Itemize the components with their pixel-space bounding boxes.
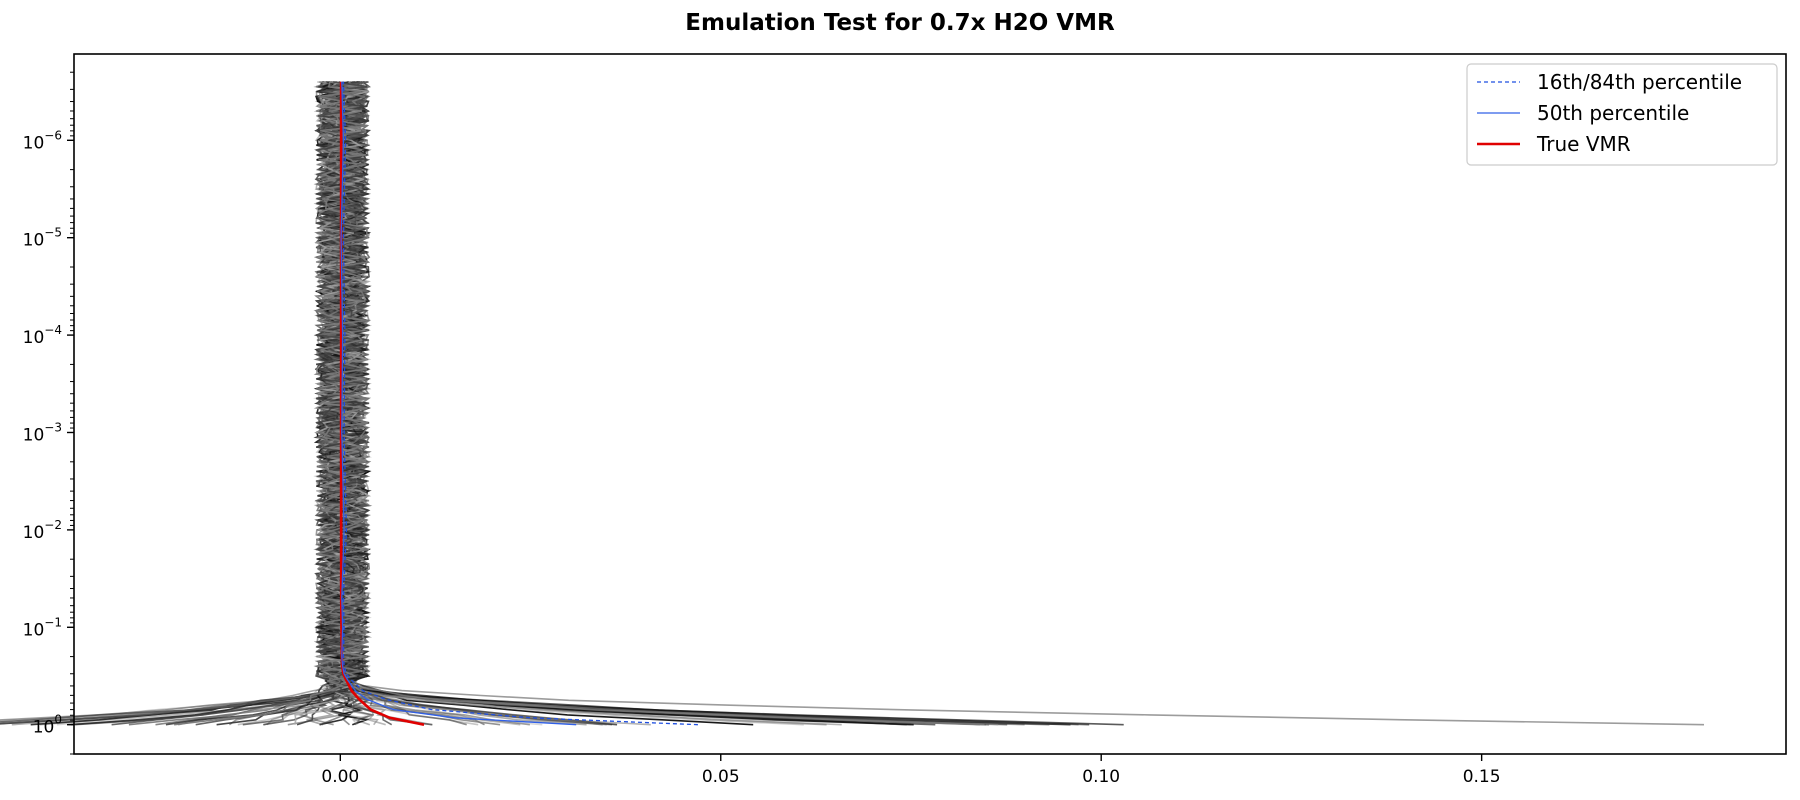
x-tick-label: 0.05 — [702, 767, 740, 787]
x-tick-label: 0.00 — [321, 767, 359, 787]
ensemble-line — [317, 81, 990, 726]
y-tick-label: 10−2 — [23, 518, 62, 543]
ensemble-line — [315, 81, 987, 726]
ensemble-line — [314, 81, 804, 726]
ensemble-line — [313, 81, 1705, 726]
ensemble-line — [313, 81, 936, 726]
ensemble-line — [313, 81, 980, 726]
ensemble-line — [174, 81, 371, 726]
ensemble-line — [315, 81, 1050, 726]
chart-title: Emulation Test for 0.7x H2O VMR — [685, 10, 1115, 36]
x-tick-label: 0.15 — [1463, 767, 1501, 787]
ensemble-line — [315, 81, 842, 726]
y-tick-label: 10−5 — [23, 226, 62, 251]
x-tick-label: 0.10 — [1082, 767, 1120, 787]
ensemble-line — [314, 81, 754, 726]
ensemble-lines — [0, 81, 1705, 726]
legend-label: True VMR — [1536, 132, 1631, 156]
legend: 16th/84th percentile 50th percentile True … — [1466, 63, 1778, 166]
ensemble-line — [315, 81, 1124, 726]
ensemble-line — [314, 81, 1008, 726]
series-line — [342, 81, 698, 726]
y-tick-label: 10−4 — [23, 323, 62, 348]
legend-box — [1466, 63, 1778, 166]
x-axis: 0.00 0.05 0.10 0.15 — [321, 754, 1501, 787]
ensemble-line — [313, 81, 827, 726]
series-line — [340, 81, 577, 726]
legend-label: 16th/84th percentile — [1537, 70, 1742, 94]
ensemble-line — [314, 81, 907, 726]
ensemble-line — [315, 81, 1090, 726]
y-tick-label: 10−1 — [23, 615, 62, 640]
ensemble-line — [111, 81, 370, 726]
series-lines — [339, 81, 698, 726]
ensemble-line — [316, 81, 985, 726]
legend-label: 50th percentile — [1537, 101, 1689, 125]
ensemble-line — [313, 81, 1071, 726]
plot-frame — [73, 53, 1787, 755]
y-tick-label: 100 — [33, 713, 62, 738]
ensemble-line — [315, 81, 914, 726]
ensemble-line — [315, 81, 912, 726]
y-tick-label: 10−6 — [23, 128, 62, 153]
y-tick-label: 10−3 — [23, 420, 62, 445]
ensemble-line — [313, 81, 999, 726]
y-axis: 100 10−1 10−2 10−3 10−4 10−5 10−6 — [23, 71, 74, 755]
ensemble-line — [313, 81, 1079, 726]
ensemble-line — [313, 81, 1025, 726]
